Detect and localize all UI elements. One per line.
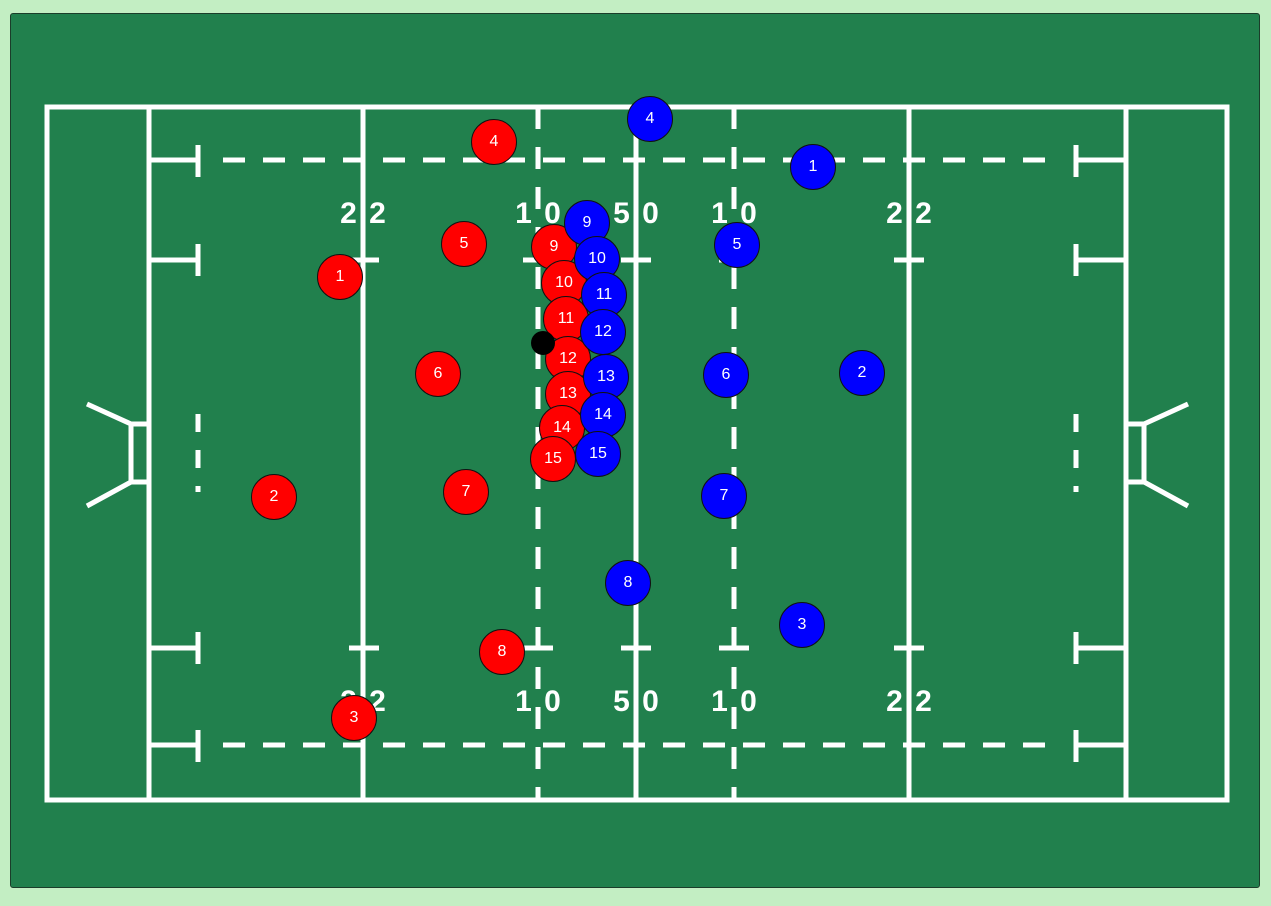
player-number: 15 <box>589 445 607 462</box>
blue-player-3[interactable]: 3 <box>779 602 825 648</box>
player-number: 8 <box>497 643 507 660</box>
red-player-2[interactable]: 2 <box>251 474 297 520</box>
blue-player-7[interactable]: 7 <box>701 473 747 519</box>
player-number: 1 <box>808 158 818 175</box>
player-number: 4 <box>489 133 499 150</box>
blue-player-6[interactable]: 6 <box>703 352 749 398</box>
marking-50-top: 5 0 <box>613 197 661 230</box>
player-number: 13 <box>559 385 577 402</box>
red-player-7[interactable]: 7 <box>443 469 489 515</box>
player-number: 6 <box>433 365 443 382</box>
player-number: 5 <box>459 235 469 252</box>
blue-player-14[interactable]: 14 <box>580 392 626 438</box>
blue-player-12[interactable]: 12 <box>580 309 626 355</box>
marking-50-bottom: 5 0 <box>613 685 661 718</box>
player-number: 6 <box>721 366 731 383</box>
pitch-board: 2 2 1 0 5 0 1 0 2 2 2 2 1 0 5 0 1 0 2 2 … <box>10 13 1260 888</box>
blue-player-5[interactable]: 5 <box>714 222 760 268</box>
player-number: 3 <box>797 616 807 633</box>
player-number: 7 <box>461 483 471 500</box>
player-number: 10 <box>555 274 573 291</box>
red-player-8[interactable]: 8 <box>479 629 525 675</box>
red-player-15[interactable]: 15 <box>530 436 576 482</box>
player-number: 1 <box>335 268 345 285</box>
player-number: 8 <box>623 574 633 591</box>
blue-player-11[interactable]: 11 <box>581 272 627 318</box>
red-player-3[interactable]: 3 <box>331 695 377 741</box>
player-number: 9 <box>582 214 592 231</box>
marking-22-left-top: 2 2 <box>340 197 388 230</box>
player-number: 2 <box>269 488 279 505</box>
marking-10-right-bottom: 1 0 <box>711 685 759 718</box>
player-number: 9 <box>549 238 559 255</box>
player-number: 14 <box>553 419 571 436</box>
marking-10-left-bottom: 1 0 <box>515 685 563 718</box>
player-number: 12 <box>559 350 577 367</box>
blue-player-2[interactable]: 2 <box>839 350 885 396</box>
goal-posts-right <box>1126 401 1190 509</box>
goal-posts-left <box>85 401 149 509</box>
player-number: 13 <box>597 368 615 385</box>
player-number: 3 <box>349 709 359 726</box>
player-number: 11 <box>595 286 613 303</box>
rugby-ball-icon[interactable] <box>531 331 555 355</box>
player-number: 10 <box>588 250 606 267</box>
red-player-5[interactable]: 5 <box>441 221 487 267</box>
player-number: 15 <box>544 450 562 467</box>
player-number: 4 <box>645 110 655 127</box>
blue-player-8[interactable]: 8 <box>605 560 651 606</box>
blue-player-1[interactable]: 1 <box>790 144 836 190</box>
red-player-1[interactable]: 1 <box>317 254 363 300</box>
player-number: 11 <box>557 310 575 327</box>
red-player-4[interactable]: 4 <box>471 119 517 165</box>
player-number: 12 <box>594 323 612 340</box>
player-number: 14 <box>594 406 612 423</box>
player-number: 5 <box>732 236 742 253</box>
marking-22-right-bottom: 2 2 <box>886 685 934 718</box>
player-number: 2 <box>857 364 867 381</box>
red-player-6[interactable]: 6 <box>415 351 461 397</box>
player-number: 7 <box>719 487 729 504</box>
pitch-markings: 2 2 1 0 5 0 1 0 2 2 2 2 1 0 5 0 1 0 2 2 <box>44 104 1230 803</box>
blue-player-15[interactable]: 15 <box>575 431 621 477</box>
blue-player-4[interactable]: 4 <box>627 96 673 142</box>
marking-22-right-top: 2 2 <box>886 197 934 230</box>
